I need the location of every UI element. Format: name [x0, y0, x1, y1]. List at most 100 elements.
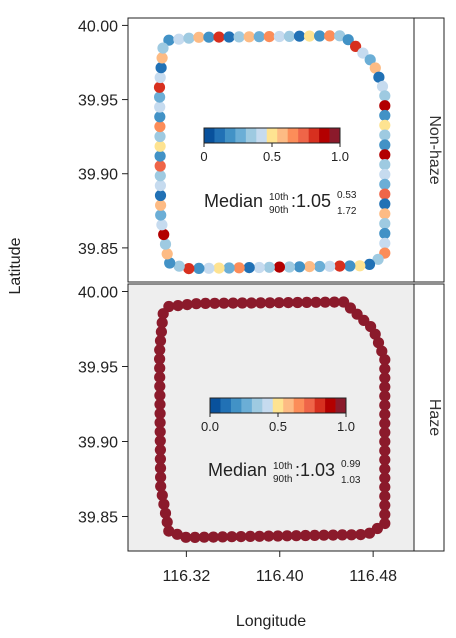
data-point: [379, 139, 391, 151]
y-tick-label: 40.00: [78, 18, 118, 35]
data-point: [183, 263, 195, 275]
data-point: [198, 531, 210, 543]
data-point: [379, 100, 391, 112]
data-point: [154, 344, 166, 356]
strip-label: Non-haze: [426, 115, 443, 184]
data-point: [379, 90, 391, 102]
legend-color-cell: [235, 128, 247, 143]
data-point: [336, 529, 348, 541]
data-point: [153, 81, 166, 93]
data-point: [369, 328, 381, 340]
data-point: [154, 140, 166, 152]
data-point: [163, 34, 175, 46]
data-point: [161, 516, 173, 528]
data-point: [253, 261, 265, 274]
data-point: [226, 531, 238, 543]
data-point: [235, 531, 247, 543]
legend-color-cell: [293, 398, 305, 413]
data-point: [301, 296, 313, 308]
data-point: [314, 30, 326, 42]
data-point: [283, 261, 295, 273]
data-point: [154, 189, 167, 202]
percentile-top-label: 10th: [269, 192, 288, 203]
data-point: [379, 381, 391, 393]
legend-color-cell: [298, 128, 309, 143]
data-point: [154, 91, 166, 103]
median-value: :1.05: [291, 191, 331, 211]
data-point: [283, 30, 295, 42]
data-point: [253, 31, 265, 43]
data-point: [263, 530, 275, 542]
y-tick-label: 40.00: [78, 285, 118, 302]
data-point: [379, 436, 391, 448]
data-point: [154, 407, 166, 420]
data-point: [159, 507, 172, 519]
legend-color-cell: [214, 128, 226, 143]
legend-color-cell: [256, 128, 268, 143]
data-point: [154, 101, 166, 113]
x-tick-label: 116.40: [256, 568, 304, 585]
legend-color-cell: [335, 398, 347, 413]
legend-color-cell: [210, 398, 221, 413]
data-point: [154, 453, 166, 465]
data-point: [155, 326, 167, 338]
strip-label: Haze: [426, 399, 443, 436]
data-point: [379, 354, 391, 366]
data-point: [158, 498, 170, 510]
data-point: [157, 308, 169, 320]
legend-color-cell: [230, 398, 242, 413]
data-point: [155, 199, 167, 211]
data-point: [318, 529, 330, 541]
data-point: [213, 262, 225, 274]
legend-color-cell: [308, 128, 320, 143]
data-point: [379, 227, 391, 240]
data-point: [172, 300, 184, 312]
data-point: [303, 261, 316, 273]
data-point: [155, 62, 167, 74]
data-point: [379, 390, 391, 402]
legend-color-cell: [314, 398, 326, 413]
data-point: [363, 527, 376, 539]
data-point: [364, 54, 376, 66]
data-point: [376, 345, 388, 357]
data-point: [282, 297, 294, 309]
data-point: [154, 71, 166, 84]
data-point: [379, 237, 391, 249]
data-point: [309, 529, 321, 542]
data-point: [154, 160, 166, 172]
legend-color-cell: [329, 128, 341, 143]
legend-color-cell: [283, 398, 294, 413]
data-point: [379, 508, 391, 520]
p90-value: 1.72: [337, 206, 357, 217]
data-point: [158, 228, 170, 241]
data-point: [264, 297, 276, 309]
data-point: [314, 260, 326, 273]
data-point: [180, 531, 192, 543]
data-point: [199, 297, 212, 309]
data-point: [303, 30, 316, 42]
data-point: [213, 31, 225, 43]
data-point: [354, 260, 366, 272]
data-point: [154, 426, 166, 438]
data-point: [243, 262, 255, 274]
legend-color-cell: [241, 398, 253, 413]
y-tick-label: 39.85: [78, 241, 118, 258]
legend-color-cell: [220, 398, 232, 413]
median-label: Median: [204, 191, 263, 211]
data-point: [379, 408, 391, 420]
percentile-top-label: 10th: [273, 461, 292, 472]
data-point: [272, 530, 284, 542]
data-point: [379, 168, 391, 181]
data-point: [345, 529, 358, 541]
data-point: [171, 528, 183, 540]
data-point: [156, 219, 168, 231]
data-point: [379, 463, 391, 475]
data-point: [173, 33, 185, 45]
data-point: [154, 444, 166, 456]
data-point: [379, 149, 391, 161]
data-point: [245, 297, 258, 309]
data-point: [223, 262, 235, 274]
data-point: [373, 71, 385, 83]
legend-tick-label: 0.5: [269, 419, 287, 434]
data-point: [217, 531, 229, 543]
